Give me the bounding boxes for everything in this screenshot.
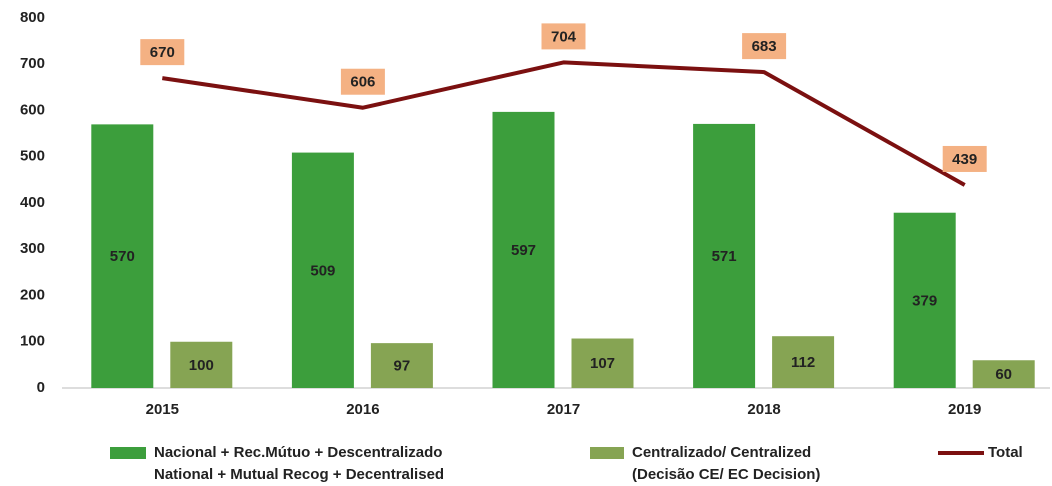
x-tick-label: 2017 <box>547 401 580 418</box>
bar <box>972 360 1035 388</box>
data-label-box <box>742 33 787 60</box>
y-tick-label: 800 <box>20 9 45 26</box>
data-label-box <box>942 145 987 172</box>
data-label: 509 <box>310 262 335 279</box>
data-label: 97 <box>394 358 411 375</box>
y-tick-label: 400 <box>20 194 45 211</box>
bar <box>370 343 433 388</box>
x-tick-label: 2016 <box>346 401 379 418</box>
data-label: 606 <box>350 74 375 91</box>
y-tick-label: 300 <box>20 240 45 257</box>
data-label: 379 <box>912 292 937 309</box>
bar <box>772 336 835 388</box>
legend-swatch <box>110 447 146 459</box>
data-label: 683 <box>752 38 777 55</box>
legend-swatch <box>590 447 624 459</box>
bar <box>170 341 233 388</box>
legend-label: Total <box>988 444 1023 461</box>
bar <box>492 111 555 388</box>
x-tick-label: 2019 <box>948 401 981 418</box>
y-tick-label: 500 <box>20 148 45 165</box>
legend-label: Nacional + Rec.Mútuo + Descentralizado <box>154 444 442 461</box>
line <box>162 60 966 187</box>
bar <box>291 152 354 388</box>
data-label: 571 <box>712 248 737 265</box>
data-label: 670 <box>150 44 175 61</box>
legend-label: Centralizado/ Centralized <box>632 444 811 461</box>
legend-label: (Decisão CE/ EC Decision) <box>632 466 820 483</box>
bar <box>91 124 154 388</box>
x-tick-label: 2015 <box>146 401 179 418</box>
data-label: 597 <box>511 242 536 259</box>
x-tick-label: 2018 <box>747 401 780 418</box>
data-label: 107 <box>590 355 615 372</box>
data-label-box <box>340 68 385 95</box>
legend-label: National + Mutual Recog + Decentralised <box>154 466 444 483</box>
data-label: 439 <box>952 151 977 168</box>
data-label: 570 <box>110 248 135 265</box>
y-tick-label: 200 <box>20 286 45 303</box>
data-label-box <box>541 23 586 50</box>
bar <box>693 123 756 388</box>
y-tick-label: 700 <box>20 55 45 72</box>
y-tick-label: 600 <box>20 101 45 118</box>
data-label: 100 <box>189 357 214 374</box>
data-label: 60 <box>995 366 1012 383</box>
bar <box>893 212 956 388</box>
y-tick-label: 100 <box>20 333 45 350</box>
bar <box>571 338 634 388</box>
data-label: 704 <box>551 28 577 45</box>
y-tick-label: 0 <box>37 379 45 396</box>
data-label-box <box>140 39 185 66</box>
data-label: 112 <box>791 354 815 371</box>
